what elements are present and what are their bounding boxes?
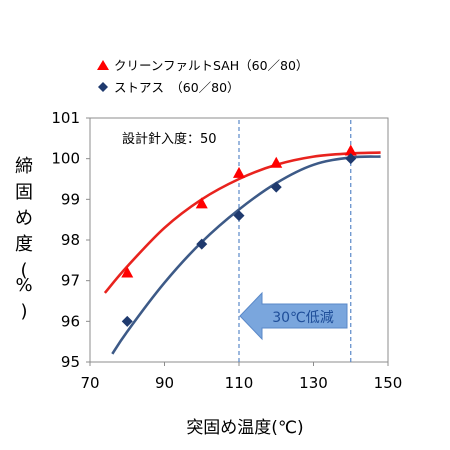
reduction-arrow: 30℃低減 bbox=[239, 291, 348, 341]
x-tick-label: 90 bbox=[155, 374, 174, 392]
y-tick-label: 100 bbox=[51, 150, 80, 168]
trend-line bbox=[103, 151, 381, 294]
diamond-marker bbox=[233, 210, 245, 222]
y-tick-label: 97 bbox=[61, 272, 80, 290]
triangle-marker bbox=[344, 144, 357, 156]
annotation-penetration: 設計針入度：50 bbox=[122, 131, 217, 147]
diamond-marker bbox=[196, 238, 208, 250]
diamond-marker bbox=[121, 315, 133, 327]
trend-line bbox=[111, 155, 381, 355]
x-axis-title: 突固め温度(℃) bbox=[186, 418, 303, 438]
legend-diamond-marker bbox=[98, 82, 108, 92]
triangle-marker bbox=[121, 266, 134, 278]
y-tick-label: 101 bbox=[51, 109, 80, 127]
x-axis: 70 90 110 130 150 bbox=[80, 362, 402, 392]
y-axis: 95 96 97 98 99 100 101 bbox=[51, 109, 90, 371]
reference-lines bbox=[238, 120, 352, 362]
triangle-marker bbox=[270, 156, 283, 168]
y-axis-title: 締固め度(%) bbox=[15, 156, 33, 322]
diamond-marker bbox=[345, 153, 357, 165]
y-tick-label: 96 bbox=[61, 312, 80, 330]
data-markers bbox=[121, 144, 357, 327]
x-tick-label: 130 bbox=[299, 374, 328, 392]
legend-triangle-marker bbox=[97, 60, 109, 70]
legend-label-series-1: クリーンファルトSAH（60／80） bbox=[114, 58, 308, 73]
triangle-marker bbox=[195, 197, 208, 209]
x-tick-label: 70 bbox=[80, 374, 99, 392]
diamond-marker bbox=[270, 181, 282, 193]
y-tick-label: 99 bbox=[61, 190, 80, 208]
arrow-label: 30℃低減 bbox=[272, 309, 334, 326]
legend-label-series-2: ストアス （60／80） bbox=[114, 80, 240, 95]
trend-lines bbox=[103, 151, 381, 355]
x-tick-label: 150 bbox=[374, 374, 403, 392]
triangle-marker bbox=[233, 166, 245, 178]
x-tick-label: 110 bbox=[225, 374, 254, 392]
y-tick-label: 98 bbox=[61, 231, 80, 249]
legend: クリーンファルトSAH（60／80） ストアス （60／80） bbox=[97, 58, 308, 95]
arrow-shape bbox=[239, 291, 348, 341]
y-tick-label: 95 bbox=[61, 353, 80, 371]
